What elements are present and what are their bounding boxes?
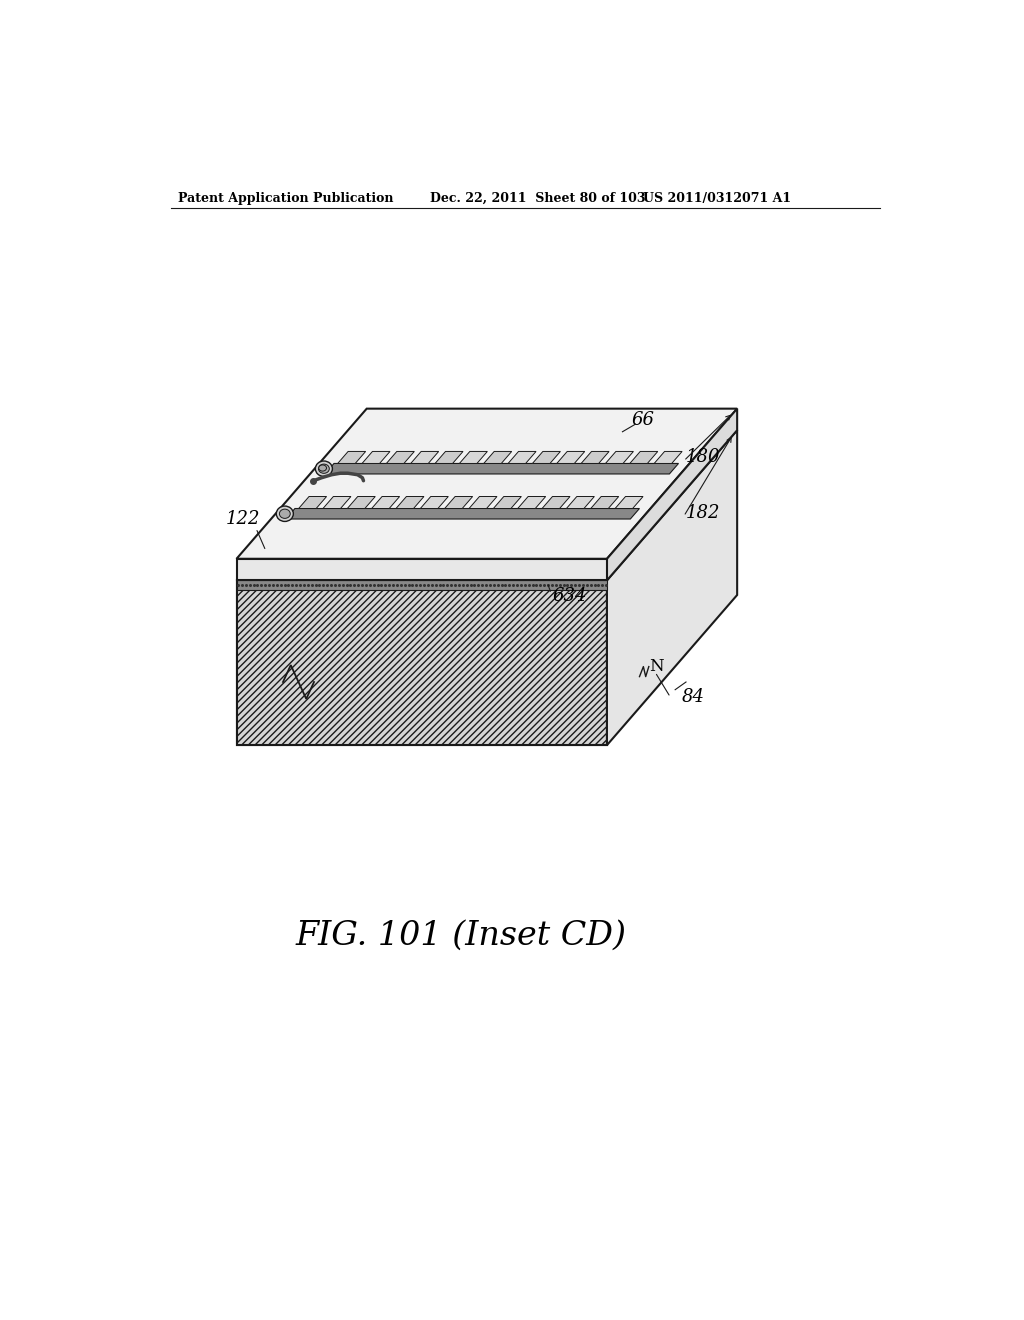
Polygon shape bbox=[411, 451, 438, 463]
Polygon shape bbox=[557, 451, 585, 463]
Ellipse shape bbox=[318, 465, 327, 471]
Polygon shape bbox=[396, 496, 424, 508]
Text: Patent Application Publication: Patent Application Publication bbox=[178, 191, 394, 205]
Polygon shape bbox=[654, 451, 682, 463]
Ellipse shape bbox=[276, 506, 293, 521]
Polygon shape bbox=[338, 451, 366, 463]
Polygon shape bbox=[323, 496, 351, 508]
Polygon shape bbox=[469, 496, 497, 508]
Polygon shape bbox=[237, 558, 607, 581]
Polygon shape bbox=[237, 581, 607, 590]
Text: FIG. 101 (Inset CD): FIG. 101 (Inset CD) bbox=[296, 920, 627, 952]
Polygon shape bbox=[435, 451, 463, 463]
Polygon shape bbox=[494, 496, 521, 508]
Polygon shape bbox=[325, 463, 679, 474]
Polygon shape bbox=[607, 430, 737, 744]
Polygon shape bbox=[386, 451, 415, 463]
Text: 180: 180 bbox=[686, 449, 721, 466]
Ellipse shape bbox=[315, 461, 333, 477]
Ellipse shape bbox=[318, 465, 330, 474]
Text: N: N bbox=[649, 659, 664, 675]
Polygon shape bbox=[362, 451, 390, 463]
Ellipse shape bbox=[280, 510, 290, 519]
Polygon shape bbox=[299, 496, 327, 508]
Polygon shape bbox=[237, 581, 607, 744]
Text: 122: 122 bbox=[225, 510, 260, 528]
Text: 634: 634 bbox=[553, 587, 587, 605]
Polygon shape bbox=[460, 451, 487, 463]
Polygon shape bbox=[532, 451, 560, 463]
Polygon shape bbox=[518, 496, 546, 508]
Polygon shape bbox=[483, 451, 512, 463]
Polygon shape bbox=[582, 451, 609, 463]
Polygon shape bbox=[542, 496, 570, 508]
Polygon shape bbox=[508, 451, 536, 463]
Text: 84: 84 bbox=[682, 689, 706, 706]
Polygon shape bbox=[286, 508, 639, 519]
Polygon shape bbox=[615, 496, 643, 508]
Polygon shape bbox=[421, 496, 449, 508]
Text: Dec. 22, 2011  Sheet 80 of 103: Dec. 22, 2011 Sheet 80 of 103 bbox=[430, 191, 646, 205]
Text: 66: 66 bbox=[632, 412, 654, 429]
Polygon shape bbox=[444, 496, 473, 508]
Polygon shape bbox=[237, 409, 737, 558]
Polygon shape bbox=[630, 451, 657, 463]
Text: 182: 182 bbox=[686, 504, 721, 521]
Polygon shape bbox=[566, 496, 594, 508]
Polygon shape bbox=[347, 496, 375, 508]
Text: US 2011/0312071 A1: US 2011/0312071 A1 bbox=[643, 191, 792, 205]
Polygon shape bbox=[591, 496, 618, 508]
Polygon shape bbox=[237, 581, 607, 744]
Polygon shape bbox=[372, 496, 399, 508]
Polygon shape bbox=[607, 409, 737, 581]
Polygon shape bbox=[605, 451, 634, 463]
